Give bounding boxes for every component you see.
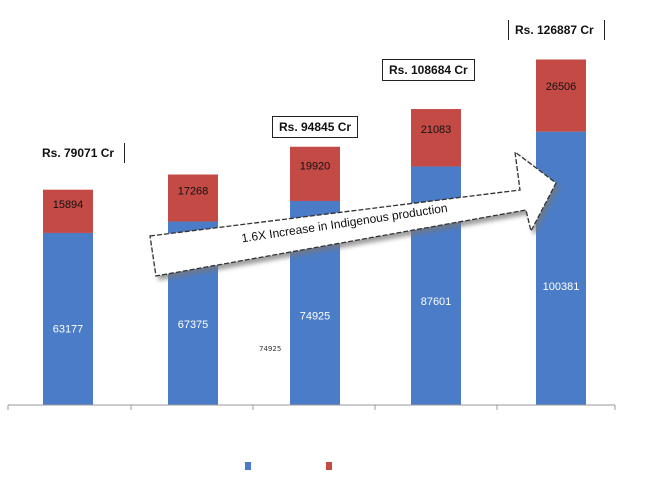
value-label-series1-item-2: 67375 (178, 319, 209, 331)
value-labels-layer: 63177 15894 67375 17268 74925 19920 87601 21083… (53, 81, 580, 336)
bar-series2-item-5 (536, 59, 586, 132)
bar-series1-item-5 (536, 131, 586, 405)
total-label-3: Rs. 94845 Cr (272, 116, 359, 138)
total-label-4: Rs. 108684 Cr (382, 59, 475, 81)
small-note: 74925 (259, 345, 282, 353)
total-label-1: Rs. 79071 Cr (36, 143, 126, 163)
value-label-series1-item-3: 74925 (300, 310, 331, 322)
value-label-series2-item-2: 17268 (178, 185, 209, 197)
bar-series2-item-4 (411, 109, 461, 167)
legend-swatch-series-1 (245, 462, 251, 470)
value-label-series2-item-1: 15894 (53, 199, 84, 211)
bars-layer (43, 59, 586, 405)
bar-series2-item-2 (168, 174, 218, 222)
value-label-series1-item-1: 63177 (53, 324, 84, 336)
bar-series2-item-1 (43, 189, 93, 233)
value-label-series1-item-4: 87601 (421, 296, 452, 308)
legend-swatch-series-2 (326, 462, 332, 470)
bar-series2-item-3 (290, 146, 340, 201)
growth-arrow-shape (149, 150, 557, 277)
total-label-5: Rs. 126887 Cr (508, 20, 605, 40)
value-label-series1-item-5: 100381 (543, 281, 580, 293)
value-label-series2-item-4: 21083 (421, 124, 452, 136)
x-axis-ticks (7, 405, 616, 410)
value-label-series2-item-3: 19920 (300, 161, 331, 173)
value-label-series2-item-5: 26506 (546, 81, 577, 93)
bar-series1-item-1 (43, 232, 93, 405)
